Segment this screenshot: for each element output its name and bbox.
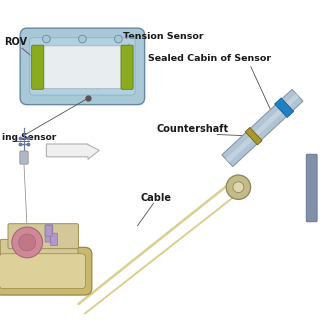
FancyBboxPatch shape (20, 151, 28, 164)
Polygon shape (46, 144, 99, 159)
Circle shape (12, 227, 43, 258)
FancyBboxPatch shape (45, 225, 53, 242)
FancyBboxPatch shape (20, 28, 145, 105)
Text: Sealed Cabin of Sensor: Sealed Cabin of Sensor (148, 54, 271, 63)
FancyBboxPatch shape (45, 225, 52, 236)
FancyBboxPatch shape (8, 224, 78, 249)
Text: ing Sensor: ing Sensor (2, 132, 56, 141)
Text: ROV: ROV (4, 37, 28, 47)
FancyBboxPatch shape (0, 239, 78, 256)
Circle shape (19, 234, 36, 251)
FancyBboxPatch shape (51, 233, 58, 246)
Circle shape (115, 35, 122, 43)
Circle shape (226, 175, 251, 199)
FancyBboxPatch shape (306, 154, 317, 222)
FancyBboxPatch shape (32, 45, 44, 89)
Circle shape (79, 35, 86, 43)
FancyBboxPatch shape (0, 254, 85, 289)
Polygon shape (226, 93, 299, 163)
FancyBboxPatch shape (39, 46, 125, 89)
FancyBboxPatch shape (121, 45, 133, 89)
Circle shape (233, 182, 244, 193)
Polygon shape (222, 89, 303, 167)
FancyBboxPatch shape (30, 38, 135, 95)
Text: Cable: Cable (140, 193, 171, 203)
Polygon shape (245, 127, 262, 145)
Polygon shape (275, 98, 294, 117)
Text: Countershaft: Countershaft (157, 124, 229, 134)
Text: Tension Sensor: Tension Sensor (123, 32, 204, 41)
Circle shape (43, 35, 50, 43)
FancyBboxPatch shape (0, 247, 92, 295)
